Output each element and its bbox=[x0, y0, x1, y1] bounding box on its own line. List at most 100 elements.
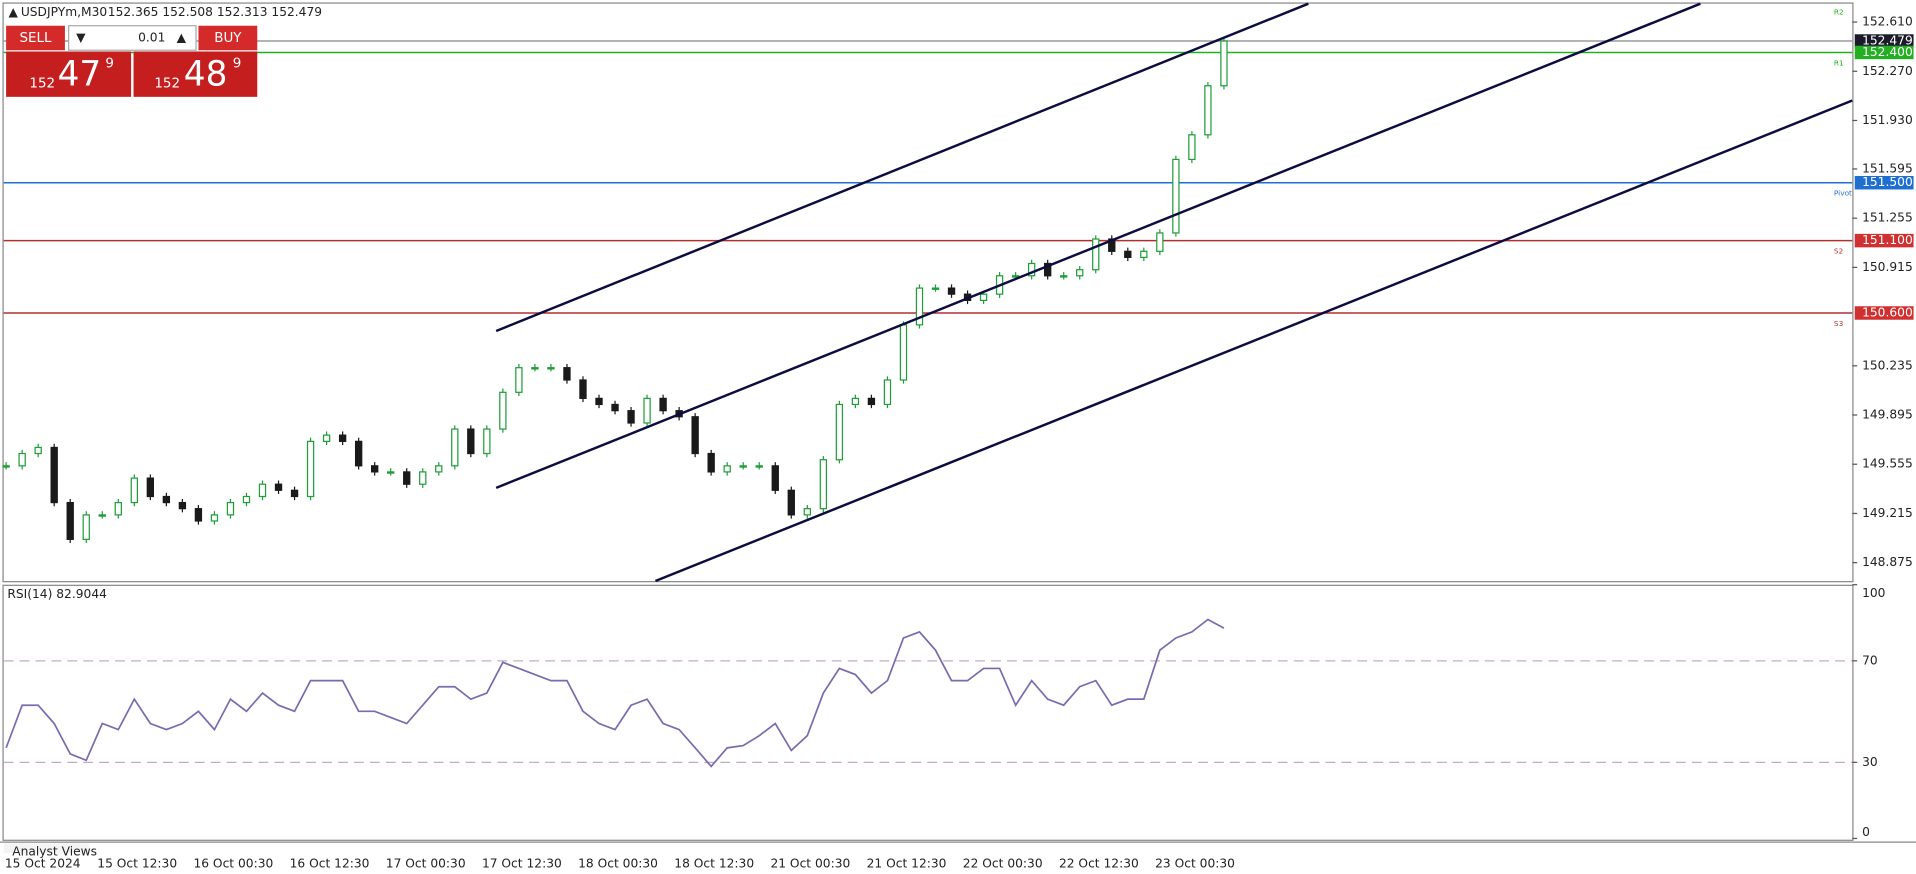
ask-big[interactable]: 152 bbox=[154, 75, 180, 91]
candle bbox=[595, 397, 603, 406]
lot-value[interactable]: 0.01 bbox=[138, 30, 165, 44]
candle bbox=[643, 397, 651, 424]
candle bbox=[1060, 275, 1068, 278]
bid-sup[interactable]: 9 bbox=[105, 56, 114, 72]
candle bbox=[467, 428, 475, 455]
candle bbox=[947, 287, 956, 295]
level-tag: S2 bbox=[1834, 247, 1843, 256]
candle bbox=[403, 471, 411, 485]
candle bbox=[322, 434, 331, 442]
x-tick-label: 23 Oct 00:30 bbox=[1155, 857, 1235, 871]
candle bbox=[915, 287, 924, 326]
candle bbox=[739, 465, 747, 468]
candle bbox=[659, 397, 667, 412]
candle bbox=[226, 501, 235, 516]
sell-button[interactable] bbox=[6, 25, 65, 51]
candle bbox=[611, 403, 619, 412]
x-tick-label: 16 Oct 00:30 bbox=[193, 857, 273, 871]
level-box bbox=[1854, 34, 1914, 48]
level-label: 150.600 bbox=[1862, 305, 1913, 319]
y-tick-label: 152.270 bbox=[1862, 64, 1913, 78]
candle bbox=[2, 465, 10, 468]
candle bbox=[579, 379, 587, 399]
y-tick-label: 70 bbox=[1862, 653, 1878, 667]
y-tick-label: 150.235 bbox=[1862, 358, 1913, 372]
candle bbox=[435, 465, 443, 473]
candle bbox=[771, 465, 779, 491]
y-tick-label: 148.875 bbox=[1862, 555, 1913, 569]
level-box bbox=[1854, 45, 1914, 60]
x-tick-label: 18 Oct 12:30 bbox=[674, 857, 754, 871]
candle bbox=[162, 495, 171, 504]
candle bbox=[1220, 40, 1228, 87]
tab[interactable] bbox=[3, 843, 90, 854]
candle bbox=[242, 495, 251, 504]
x-tick-label: 15 Oct 2024 bbox=[5, 857, 81, 871]
channel-lower bbox=[654, 99, 1853, 583]
y-tick-label: 152.610 bbox=[1862, 15, 1913, 29]
candle bbox=[338, 434, 347, 442]
candle bbox=[1011, 275, 1020, 278]
candle bbox=[146, 477, 155, 498]
level-tag: R1 bbox=[1834, 58, 1844, 67]
ohlc: 152.365 152.508 152.313 152.479 bbox=[108, 5, 322, 19]
level-label: 152.400 bbox=[1862, 45, 1913, 59]
candle bbox=[707, 452, 715, 473]
candle bbox=[483, 428, 491, 455]
buy-label[interactable]: BUY bbox=[214, 30, 242, 46]
candle bbox=[835, 403, 844, 461]
candle bbox=[627, 410, 635, 424]
candle bbox=[979, 293, 988, 302]
ask-box[interactable] bbox=[133, 51, 258, 97]
ask-main[interactable]: 48 bbox=[184, 54, 228, 94]
y-tick-label: 100 bbox=[1862, 586, 1885, 600]
candle bbox=[98, 514, 106, 517]
lot-down[interactable]: ▼ bbox=[76, 30, 86, 44]
channel-middle bbox=[495, 2, 1701, 490]
candle bbox=[515, 367, 523, 393]
candle bbox=[451, 428, 459, 467]
symbol: USDJPYm,M30 bbox=[21, 5, 107, 19]
candle bbox=[1172, 158, 1180, 234]
ask-sup[interactable]: 9 bbox=[233, 56, 242, 72]
candle bbox=[851, 397, 860, 406]
bid-main[interactable]: 47 bbox=[58, 54, 102, 94]
candle bbox=[1188, 134, 1196, 161]
candle bbox=[755, 465, 763, 468]
candle bbox=[531, 367, 539, 370]
level-tag: Pivot bbox=[1834, 189, 1852, 198]
x-tick-label: 18 Oct 00:30 bbox=[578, 857, 658, 871]
candle bbox=[1124, 250, 1132, 259]
sell-label[interactable]: SELL bbox=[19, 30, 52, 46]
buy-button[interactable] bbox=[198, 25, 258, 51]
tab-label[interactable]: Analyst Views bbox=[12, 844, 97, 858]
y-tick-label: 151.255 bbox=[1862, 211, 1913, 225]
trade-panel: SELL ▼ ▲ 0.01 BUY 152 47 9 152 48 9 bbox=[6, 25, 258, 97]
x-tick-label: 21 Oct 12:30 bbox=[867, 857, 947, 871]
y-tick-label: 149.895 bbox=[1862, 408, 1913, 422]
bid-big[interactable]: 152 bbox=[29, 75, 55, 91]
x-tick-label: 17 Oct 12:30 bbox=[482, 857, 562, 871]
candle bbox=[1156, 232, 1164, 252]
collapse-icon: ▲ bbox=[9, 5, 19, 19]
candle bbox=[563, 367, 571, 381]
candle bbox=[194, 508, 203, 522]
candle bbox=[18, 452, 26, 467]
y-tick-label: 0 bbox=[1862, 825, 1870, 839]
candle bbox=[290, 489, 299, 498]
y-tick-label: 151.595 bbox=[1862, 161, 1913, 175]
rsi-chart: RSI(14) 82.9044 bbox=[3, 587, 1853, 768]
lot-input[interactable] bbox=[67, 25, 197, 51]
candle bbox=[370, 465, 379, 473]
candle bbox=[931, 287, 940, 290]
candle bbox=[66, 501, 74, 540]
candle bbox=[1108, 238, 1116, 252]
y-tick-label: 150.915 bbox=[1862, 260, 1913, 274]
bid-box[interactable] bbox=[6, 51, 132, 97]
candle bbox=[82, 514, 90, 540]
candle bbox=[1092, 238, 1100, 271]
rsi-line bbox=[5, 618, 1225, 768]
lot-up[interactable]: ▲ bbox=[177, 30, 187, 44]
